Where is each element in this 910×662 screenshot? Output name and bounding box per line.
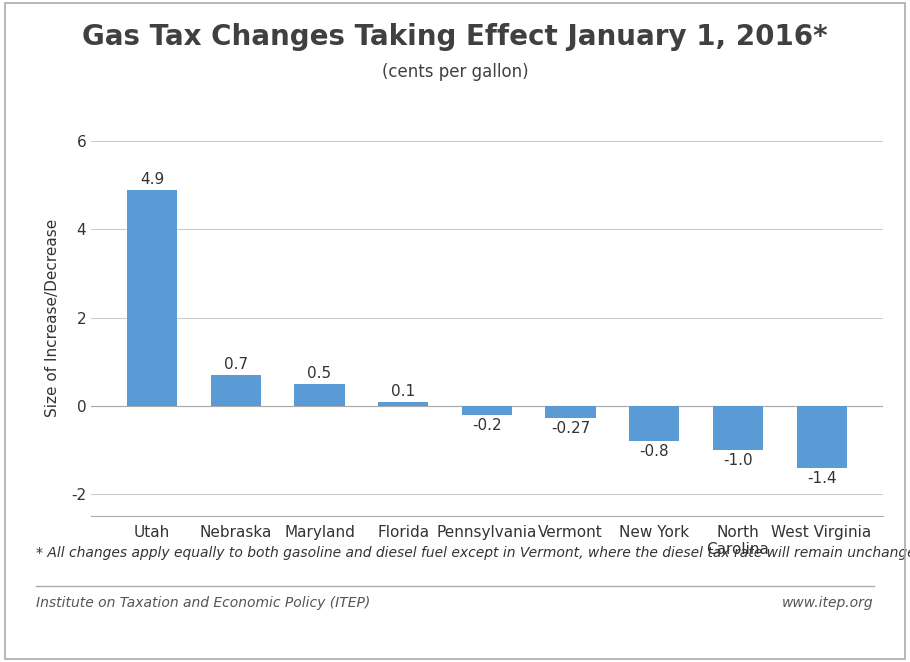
Text: -0.27: -0.27 <box>551 421 591 436</box>
Text: 0.5: 0.5 <box>308 366 331 381</box>
Bar <box>294 384 345 406</box>
Text: 0.7: 0.7 <box>224 357 248 372</box>
Text: -1.0: -1.0 <box>723 453 753 468</box>
Text: Gas Tax Changes Taking Effect January 1, 2016*: Gas Tax Changes Taking Effect January 1,… <box>82 23 828 51</box>
Bar <box>378 402 429 406</box>
Text: Institute on Taxation and Economic Policy (ITEP): Institute on Taxation and Economic Polic… <box>36 596 370 610</box>
Bar <box>545 406 596 418</box>
Bar <box>796 406 846 468</box>
Bar <box>713 406 763 450</box>
Text: 4.9: 4.9 <box>140 171 164 187</box>
Y-axis label: Size of Increase/Decrease: Size of Increase/Decrease <box>45 218 60 417</box>
Text: (cents per gallon): (cents per gallon) <box>381 63 529 81</box>
Text: -0.2: -0.2 <box>472 418 501 433</box>
Text: 0.1: 0.1 <box>391 383 415 399</box>
Bar <box>461 406 512 415</box>
Bar <box>629 406 680 442</box>
Bar <box>211 375 261 406</box>
Text: * All changes apply equally to both gasoline and diesel fuel except in Vermont, : * All changes apply equally to both gaso… <box>36 546 910 560</box>
Bar <box>127 190 177 406</box>
Text: -1.4: -1.4 <box>807 471 836 486</box>
Text: -0.8: -0.8 <box>640 444 669 459</box>
Text: www.itep.org: www.itep.org <box>782 596 874 610</box>
